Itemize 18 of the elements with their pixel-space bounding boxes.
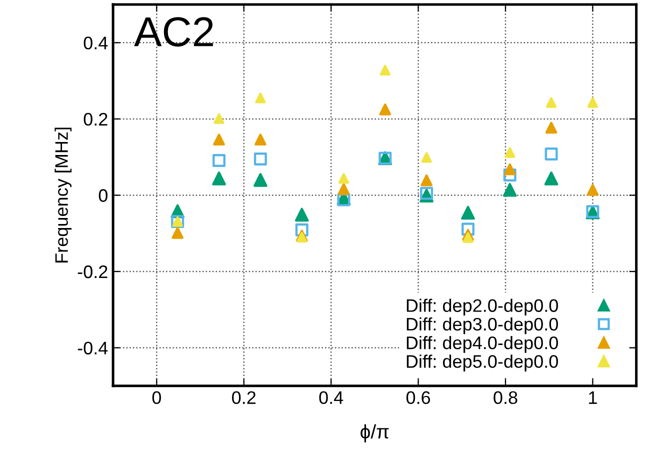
x-tick-label: 1 [589, 391, 597, 404]
x-tick-label: 0.4 [319, 391, 344, 404]
annotation: AC2 [134, 17, 213, 47]
y-tick-label: 0.4 [84, 36, 108, 50]
legend-label: Diff: dep3.0-dep0.0 [406, 317, 558, 334]
legend-label: Diff: dep5.0-dep0.0 [406, 354, 558, 372]
x-tick-label: 0.6 [406, 391, 430, 404]
x-tick-label: 0.2 [232, 391, 256, 404]
y-tick-label: 0 [98, 189, 108, 202]
x-tick-label: 0 [152, 391, 161, 404]
y-tick-label: -0.2 [78, 265, 108, 278]
y-tick-label: -0.4 [78, 342, 108, 354]
y-tick-label: 0.2 [84, 112, 108, 126]
x-tick-label: 0.8 [494, 391, 518, 404]
y-axis-title: Frequency [MHz] [54, 128, 72, 262]
legend-label: Diff: dep2.0-dep0.0 [406, 298, 558, 316]
x-axis-title: ϕ/π [360, 424, 389, 442]
legend-label: Diff: dep4.0-dep0.0 [406, 336, 558, 353]
